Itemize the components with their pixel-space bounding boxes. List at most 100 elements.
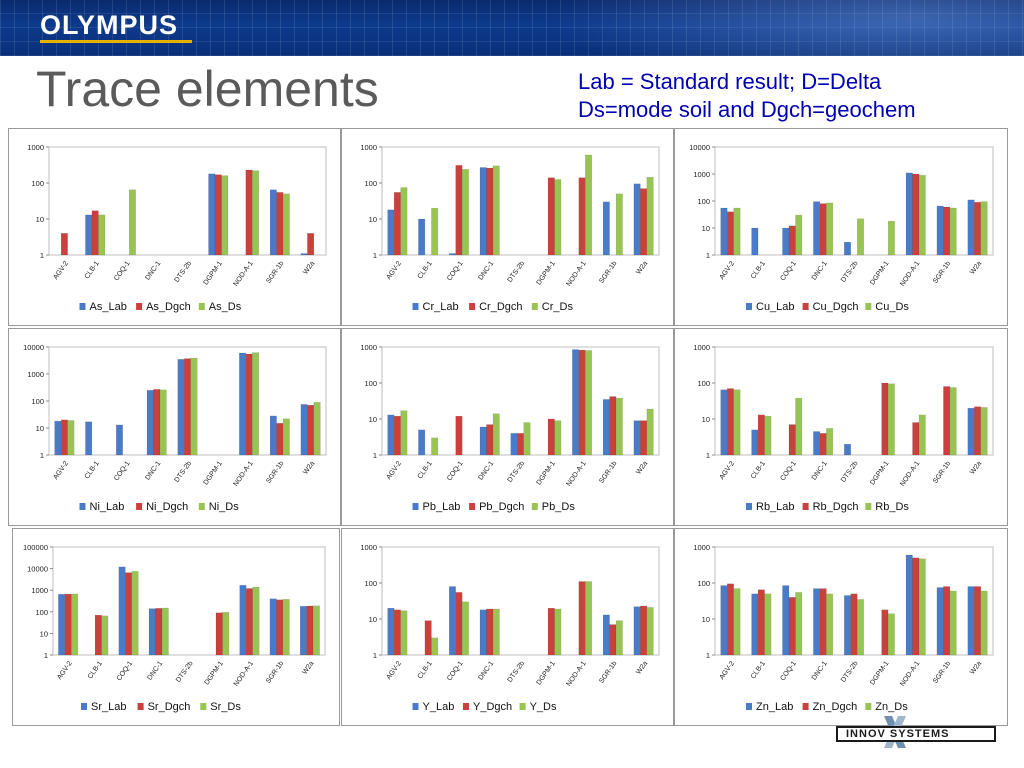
x-tick-label: SGR-1b (598, 660, 618, 685)
bar-sr-dgch (215, 612, 223, 656)
y-tick-label: 1 (373, 651, 377, 660)
x-tick-label: SGR-1b (598, 460, 618, 485)
y-tick-label: 1000 (693, 170, 710, 179)
x-tick-label: DGPM-1 (203, 460, 224, 486)
bar-y-ds (646, 607, 654, 656)
chart-panel-y: 1 10 100 1000 AGV-2 CLB-1 COQ-1 DNC-1 DTS-2b DGPM… (341, 528, 674, 726)
legend-swatch (412, 303, 419, 310)
bar-sr-lab (269, 598, 277, 656)
x-tick-label: SGR-1b (932, 460, 952, 485)
legend-label: Ni_Ds (209, 501, 239, 513)
legend-label: As_Lab (90, 301, 127, 313)
x-tick-label: DGPM-1 (203, 260, 224, 286)
legend-label: Ni_Dgch (146, 501, 188, 513)
bar-zn-ds (733, 588, 741, 656)
x-tick-label: COQ-1 (113, 260, 132, 282)
bar-cu-lab (751, 227, 759, 256)
x-tick-label: DNC-1 (477, 660, 495, 682)
bar-cu-lab (905, 172, 913, 256)
bar-pb-lab (387, 414, 395, 456)
bar-cu-ds (980, 201, 988, 256)
legend-label: Y_Ds (530, 701, 557, 713)
y-tick-label: 1 (44, 651, 48, 660)
legend-label: Ni_Lab (90, 501, 125, 513)
legend-swatch (865, 703, 872, 710)
x-tick-label: CLB-1 (417, 260, 434, 280)
bar-y-dgch (640, 605, 648, 656)
bar-cu-ds (918, 174, 926, 256)
legend-swatch (469, 303, 476, 310)
x-tick-label: DTS-2b (507, 260, 527, 284)
x-tick-label: DGPM-1 (536, 460, 557, 486)
bar-as-dgch (245, 169, 253, 256)
bar-cu-dgch (912, 173, 920, 256)
chart-ni: 1 10 100 1000 10000 AGV-2 CLB-1 COQ-1 DNC-1 DTS-2… (23, 343, 327, 513)
bar-y-ds (492, 608, 500, 656)
bar-sr-lab (118, 566, 126, 656)
bar-ni-ds (313, 401, 321, 456)
bar-cr-ds (646, 176, 654, 256)
bar-cr-ds (461, 169, 469, 256)
legend-swatch (412, 703, 419, 710)
bar-cu-dgch (974, 201, 982, 256)
bar-cu-lab (936, 205, 944, 256)
legend-label: Sr_Dgch (148, 701, 191, 713)
banner-grid (0, 0, 1024, 56)
legend-swatch (137, 703, 144, 710)
x-tick-label: COQ-1 (446, 460, 465, 482)
bar-rb-dgch (974, 406, 982, 456)
legend-swatch (198, 503, 205, 510)
bar-y-dgch (393, 609, 401, 656)
x-tick-label: DGPM-1 (869, 460, 890, 486)
x-tick-label: COQ-1 (113, 460, 132, 482)
x-tick-label: W2a (302, 260, 316, 276)
chart-panel-pb: 1 10 100 1000 AGV-2 CLB-1 COQ-1 DNC-1 DTS-2b DGPM… (341, 328, 674, 526)
bar-zn-lab (782, 585, 790, 656)
bar-pb-dgch (455, 415, 463, 456)
bar-pb-dgch (517, 433, 524, 456)
bar-as-lab (269, 189, 277, 256)
legend-swatch (412, 503, 419, 510)
y-tick-label: 1000 (27, 370, 44, 379)
x-tick-label: NOD-A-1 (565, 260, 587, 288)
bar-sr-lab (58, 593, 66, 656)
bar-rb-ds (980, 407, 988, 456)
bar-cu-lab (967, 199, 975, 256)
chart-y: 1 10 100 1000 AGV-2 CLB-1 COQ-1 DNC-1 DTS-2b DGPM… (360, 543, 660, 713)
x-tick-label: COQ-1 (446, 660, 465, 682)
x-tick-label: CLB-1 (417, 460, 434, 480)
x-tick-label: CLB-1 (417, 660, 434, 680)
bar-as-ds (252, 170, 260, 256)
y-tick-label: 10 (40, 629, 48, 638)
legend-label: Y_Lab (423, 701, 455, 713)
bar-zn-lab (720, 585, 728, 656)
legend-swatch (531, 503, 538, 510)
chart-panel-as: 1 10 100 1000 AGV-2 CLB-1 COQ-1 DNC-1 DTS-2b DGPM… (8, 128, 341, 326)
bar-cr-lab (387, 209, 395, 256)
bar-y-lab (448, 586, 456, 656)
bar-ni-lab (177, 359, 185, 456)
chart-as: 1 10 100 1000 AGV-2 CLB-1 COQ-1 DNC-1 DTS-2b DGPM… (27, 143, 327, 313)
legend-swatch (746, 703, 752, 710)
y-tick-label: 1000 (693, 343, 710, 352)
bar-cu-ds (795, 214, 803, 256)
x-tick-label: DGPM-1 (536, 260, 557, 286)
bar-cr-dgch (578, 177, 586, 256)
bar-pb-dgch (609, 396, 617, 456)
bar-cu-dgch (726, 211, 734, 256)
bar-ni-lab (85, 421, 93, 456)
y-tick-label: 10 (702, 615, 710, 624)
legend-swatch (865, 503, 872, 510)
x-tick-label: SGR-1b (265, 660, 285, 685)
chart-sr: 1 10 100 1000 10000 100000 AGV-2 CLB-1 COQ-1 DNC-… (23, 543, 326, 713)
bar-zn-dgch (881, 609, 889, 656)
x-tick-label: DGPM-1 (869, 260, 890, 286)
y-tick-label: 1 (373, 451, 377, 460)
chart-pb: 1 10 100 1000 AGV-2 CLB-1 COQ-1 DNC-1 DTS-2b DGPM… (360, 343, 660, 513)
x-tick-label: SGR-1b (265, 260, 285, 285)
x-tick-label: NOD-A-1 (899, 260, 921, 288)
bar-sr-ds (101, 615, 109, 656)
bar-as-dgch (276, 192, 284, 256)
legend-label: Sr_Ds (210, 701, 241, 713)
bar-y-dgch (455, 592, 463, 656)
